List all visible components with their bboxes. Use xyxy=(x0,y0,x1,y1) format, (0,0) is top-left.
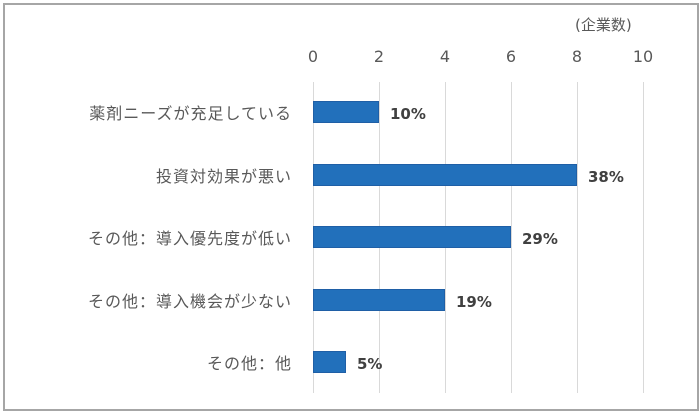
bar xyxy=(313,288,445,311)
x-tick-label: 10 xyxy=(632,47,654,66)
category-label: その他：導入優先度が低い xyxy=(87,229,292,248)
data-label: 19% xyxy=(456,292,492,311)
x-axis-unit-label: (企業数) xyxy=(575,16,632,34)
data-label: 38% xyxy=(588,167,624,186)
bar xyxy=(313,101,379,123)
category-label: その他：他 xyxy=(206,354,292,373)
category-label: 投資対効果が悪い xyxy=(155,166,292,186)
gridline xyxy=(577,82,578,393)
bar xyxy=(313,163,577,186)
data-label: 10% xyxy=(390,105,426,123)
x-tick-label: 4 xyxy=(439,47,451,66)
category-label: その他：導入機会が少ない xyxy=(87,291,292,311)
chart-frame xyxy=(3,3,699,411)
x-tick-label: 8 xyxy=(571,47,583,66)
gridline xyxy=(511,82,512,393)
data-label: 5% xyxy=(357,355,383,373)
x-tick-label: 2 xyxy=(373,47,385,66)
gridline xyxy=(643,82,644,393)
category-label: 薬剤ニーズが充足している xyxy=(89,104,292,123)
x-tick-label: 0 xyxy=(307,47,319,66)
x-tick-label: 6 xyxy=(505,47,517,66)
bar xyxy=(313,351,346,373)
bar xyxy=(313,226,511,248)
data-label: 29% xyxy=(522,230,558,248)
